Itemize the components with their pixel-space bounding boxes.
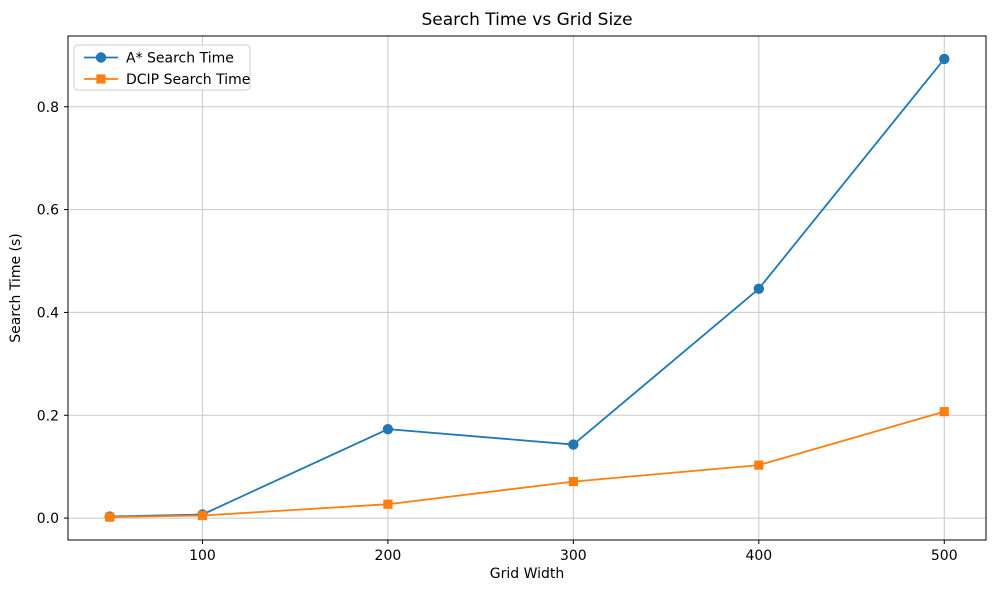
x-tick-label: 300 bbox=[560, 548, 587, 564]
y-tick-label: 0.8 bbox=[37, 100, 59, 116]
data-point-square bbox=[105, 512, 115, 522]
legend-marker-square bbox=[96, 74, 106, 84]
y-tick-label: 0.4 bbox=[37, 305, 59, 321]
chart-title: Search Time vs Grid Size bbox=[421, 10, 633, 30]
data-point-circle bbox=[568, 439, 579, 450]
x-tick-label: 200 bbox=[375, 548, 402, 564]
y-tick-label: 0.0 bbox=[37, 511, 59, 527]
x-tick-label: 100 bbox=[189, 548, 216, 564]
data-point-square bbox=[197, 510, 208, 521]
series-line bbox=[108, 58, 946, 518]
legend: A* Search Time DCIP Search Time bbox=[73, 44, 251, 91]
x-tick-label: 400 bbox=[745, 548, 772, 564]
legend-label: DCIP Search Time bbox=[126, 72, 250, 88]
x-axis-label: Grid Width bbox=[489, 566, 565, 582]
y-tick-label: 0.6 bbox=[37, 203, 59, 219]
legend-label: A* Search Time bbox=[126, 51, 234, 67]
data-point-square bbox=[754, 460, 764, 470]
data-point-square bbox=[939, 407, 949, 417]
x-tick-label: 500 bbox=[931, 548, 958, 564]
y-tick-label: 0.2 bbox=[37, 408, 59, 424]
data-point-circle bbox=[382, 423, 394, 435]
data-point-square bbox=[568, 476, 578, 487]
data-point-circle bbox=[753, 283, 765, 294]
axes-spines bbox=[67, 35, 987, 541]
legend-marker-circle bbox=[95, 52, 107, 63]
data-point-square bbox=[383, 499, 393, 509]
series-line bbox=[108, 410, 946, 518]
data-point-circle bbox=[939, 53, 950, 65]
